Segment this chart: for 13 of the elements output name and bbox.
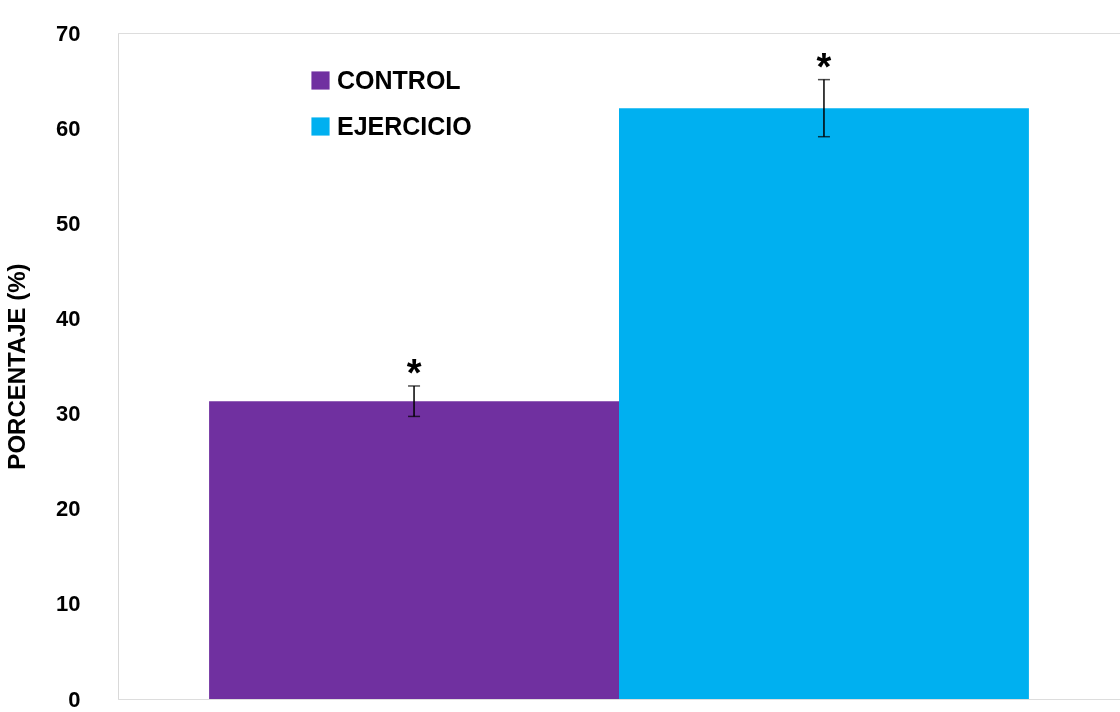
y-tick-label: 30 — [56, 401, 81, 427]
legend-label: EJERCICIO — [337, 111, 472, 140]
annotation: * — [816, 45, 832, 88]
y-tick-label: 50 — [56, 210, 81, 236]
y-tick-label: 40 — [56, 305, 81, 331]
legend-label: CONTROL — [337, 65, 461, 94]
y-tick-label: 20 — [56, 496, 81, 522]
y-tick-label: 70 — [56, 20, 81, 46]
y-axis-title: PORCENTAJE (%) — [3, 263, 31, 470]
annotation: * — [406, 351, 422, 394]
y-tick-label: 10 — [56, 591, 81, 617]
y-tick-label: 60 — [56, 115, 81, 141]
y-tick-label: 0 — [68, 686, 81, 712]
